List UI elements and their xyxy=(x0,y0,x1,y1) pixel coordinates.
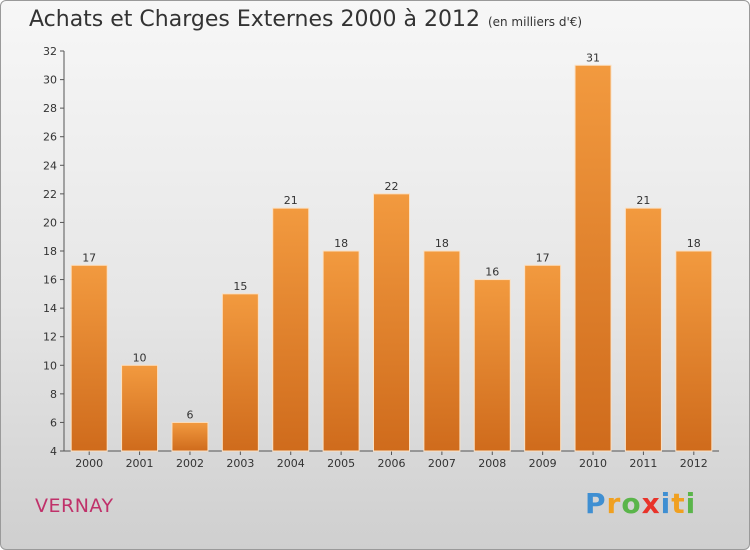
bar-value-label: 22 xyxy=(385,180,399,193)
brand-letter: o xyxy=(621,487,642,520)
y-tick-label: 26 xyxy=(43,131,57,144)
x-tick-label: 2001 xyxy=(126,457,154,470)
bar-2003 xyxy=(221,293,259,452)
x-tick-label: 2008 xyxy=(478,457,506,470)
y-tick-label: 28 xyxy=(43,102,57,115)
x-tick-label: 2003 xyxy=(226,457,254,470)
bar-2010 xyxy=(574,64,612,452)
y-tick-label: 6 xyxy=(50,416,57,429)
y-tick-label: 30 xyxy=(43,74,57,87)
x-tick-label: 2012 xyxy=(680,457,708,470)
x-tick-label: 2009 xyxy=(529,457,557,470)
bar-value-label: 21 xyxy=(636,194,650,207)
brand-letter: t xyxy=(671,487,686,520)
bar-value-label: 6 xyxy=(186,408,193,421)
y-tick-label: 18 xyxy=(43,245,57,258)
y-tick-label: 4 xyxy=(50,445,57,458)
chart-title: Achats et Charges Externes 2000 à 2012 (e… xyxy=(29,7,582,32)
bar-value-label: 17 xyxy=(536,251,550,264)
y-tick-label: 32 xyxy=(43,45,57,58)
bar-value-label: 17 xyxy=(82,251,96,264)
bar-2000 xyxy=(70,264,108,452)
bar-2001 xyxy=(121,364,159,452)
bar-2008 xyxy=(473,279,511,452)
x-tick-label: 2002 xyxy=(176,457,204,470)
y-tick-label: 14 xyxy=(43,302,57,315)
brand-letter: P xyxy=(585,487,607,520)
y-tick-label: 16 xyxy=(43,274,57,287)
bar-value-label: 15 xyxy=(233,280,247,293)
y-tick-label: 12 xyxy=(43,331,57,344)
x-tick-label: 2007 xyxy=(428,457,456,470)
bar-value-label: 18 xyxy=(687,237,701,250)
y-tick-label: 8 xyxy=(50,388,57,401)
x-tick-label: 2011 xyxy=(629,457,657,470)
y-tick-label: 10 xyxy=(43,359,57,372)
place-name: VERNAY xyxy=(35,495,114,517)
bar-value-label: 18 xyxy=(435,237,449,250)
bar-2009 xyxy=(524,264,562,452)
x-tick-label: 2006 xyxy=(378,457,406,470)
bar-value-label: 18 xyxy=(334,237,348,250)
brand-logo: Proxiti xyxy=(585,487,696,520)
bar-value-label: 10 xyxy=(133,351,147,364)
brand-letter: i xyxy=(685,487,697,520)
brand-letter: x xyxy=(641,487,661,520)
chart-subtitle: (en milliers d'€) xyxy=(487,15,583,29)
bar-2011 xyxy=(624,207,662,452)
bar-2004 xyxy=(272,207,310,452)
bar-2007 xyxy=(423,250,461,452)
bar-2005 xyxy=(322,250,360,452)
x-tick-label: 2010 xyxy=(579,457,607,470)
y-tick-label: 20 xyxy=(43,216,57,229)
bar-2002 xyxy=(171,421,209,452)
bar-value-label: 16 xyxy=(485,266,499,279)
bar-2012 xyxy=(675,250,713,452)
brand-letter: i xyxy=(660,487,672,520)
y-tick-label: 24 xyxy=(43,159,57,172)
brand-letter: r xyxy=(606,487,622,520)
bar-value-label: 21 xyxy=(284,194,298,207)
bar-value-label: 31 xyxy=(586,51,600,64)
y-tick-label: 22 xyxy=(43,188,57,201)
chart-title-text: Achats et Charges Externes 2000 à 2012 xyxy=(29,7,480,32)
x-tick-label: 2004 xyxy=(277,457,305,470)
x-tick-label: 2000 xyxy=(75,457,103,470)
bar-2006 xyxy=(373,193,410,452)
x-tick-label: 2005 xyxy=(327,457,355,470)
